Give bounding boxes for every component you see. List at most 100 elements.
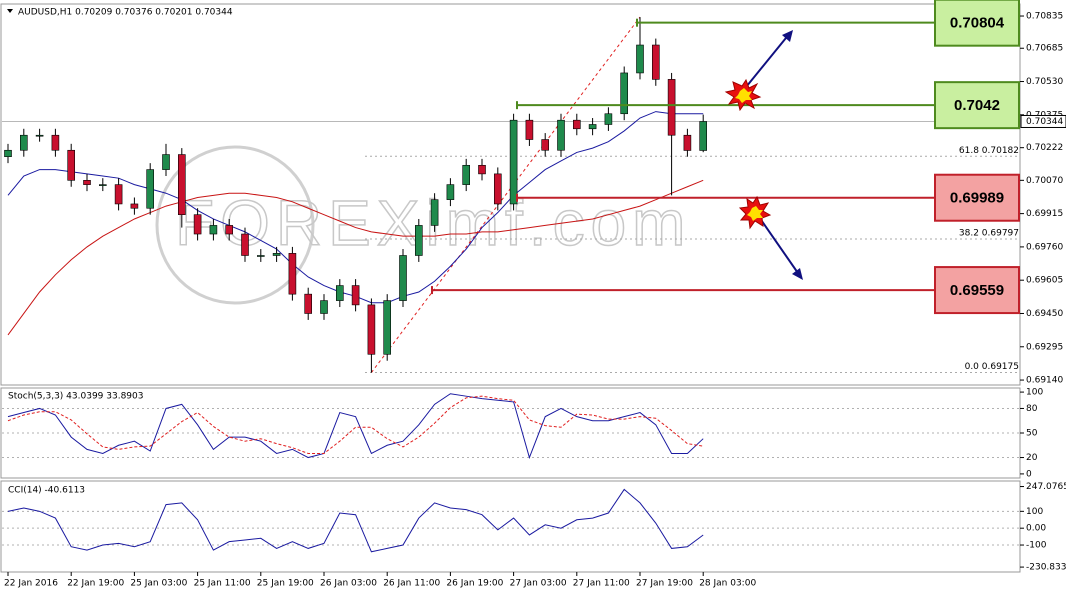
candle-body [367, 304, 376, 355]
candle-body [478, 164, 486, 175]
candle-body [462, 164, 471, 185]
candle-body [241, 233, 249, 256]
level-box [934, 81, 1020, 130]
candle-body [51, 134, 60, 151]
candle-body [699, 121, 708, 151]
candle-body [683, 134, 692, 151]
y-tick-label: 0.70685 [1026, 44, 1063, 54]
level-label: 0.69559 [950, 282, 1004, 299]
line-series [7, 393, 704, 460]
y-tick-label: 50 [1026, 429, 1038, 439]
candle-body [67, 149, 75, 181]
last-price-label: 0.70344 [1026, 117, 1063, 127]
x-tick-label: 25 Jan 19:00 [257, 579, 314, 589]
candle-body [604, 113, 613, 125]
x-tick-label: 28 Jan 03:00 [699, 579, 756, 589]
fib-label: 38.2 0.69797 [959, 228, 1019, 238]
stoch-title: Stoch(5,3,3) 43.0399 33.8903 [8, 392, 143, 402]
candle-body [146, 169, 154, 209]
x-tick-label: 25 Jan 11:00 [194, 579, 251, 589]
y-tick-label: 0.69450 [1026, 309, 1063, 319]
starburst-core [735, 88, 752, 103]
candle-body [667, 79, 676, 136]
candle-body [162, 154, 170, 170]
y-tick-label: 20 [1026, 453, 1038, 463]
candle-body [193, 214, 202, 235]
arrow-head [792, 268, 803, 280]
level-label: 0.7042 [954, 97, 1000, 114]
x-tick-label: 25 Jan 03:00 [130, 579, 187, 589]
y-tick-label: -100 [1026, 541, 1047, 551]
candle-body [114, 184, 123, 205]
level-box [934, 0, 1020, 47]
candle-body [430, 199, 439, 226]
candle-body [272, 253, 281, 256]
level-box [934, 173, 1020, 222]
annotations [724, 30, 803, 280]
cci-panel [0, 480, 1021, 573]
candle-body [225, 225, 233, 235]
candle-body [351, 285, 360, 306]
last-price-tag [1020, 114, 1066, 128]
y-tick-label: 0.70222 [1026, 143, 1063, 153]
x-tick-label: 26 Jan 19:00 [446, 579, 503, 589]
trend-line [371, 16, 641, 373]
y-tick-label: 0.00 [1026, 524, 1046, 534]
candle-body [636, 44, 644, 74]
fib-label: 61.8 0.70182 [959, 146, 1019, 156]
y-tick-label: 0.69295 [1026, 342, 1063, 352]
candle-body [130, 203, 139, 209]
candle-body [509, 119, 518, 205]
candle-body [178, 154, 186, 215]
candle-body [256, 255, 265, 257]
y-tick-label: 0.69140 [1026, 376, 1063, 386]
x-tick-label: 26 Jan 03:00 [320, 579, 377, 589]
y-tick-label: 0.69760 [1026, 242, 1063, 252]
arrow-head [782, 30, 793, 42]
chart-title: AUDUSD,H1 0.70209 0.70376 0.70201 0.7034… [18, 8, 233, 18]
x-tick-label: 26 Jan 11:00 [383, 579, 440, 589]
arrow-down [756, 213, 801, 277]
line-series [7, 488, 704, 553]
y-tick-label: 0 [1026, 469, 1032, 479]
candle-body [588, 124, 597, 130]
y-tick-label: 100 [1026, 507, 1043, 517]
candle-body [19, 134, 28, 151]
x-tick-label: 22 Jan 2016 [4, 579, 58, 589]
candle-body [620, 72, 629, 115]
candle-body [525, 119, 534, 140]
candle-body [83, 180, 91, 185]
candle-body [288, 253, 297, 295]
x-tick-label: 22 Jan 19:00 [67, 579, 124, 589]
candle-body [209, 225, 218, 235]
candle-body [541, 139, 550, 151]
x-tick-label: 27 Jan 11:00 [573, 579, 630, 589]
starburst-core [747, 206, 763, 221]
level-box [934, 266, 1020, 315]
y-tick-label: 100 [1026, 388, 1043, 398]
y-tick-label: 0.69915 [1026, 209, 1063, 219]
candle-body [4, 149, 12, 158]
candle-body [651, 44, 660, 80]
level-label: 0.69989 [950, 190, 1004, 207]
cci-title: CCI(14) -40.6113 [8, 486, 85, 496]
menu-icon [7, 9, 13, 13]
candle-body [99, 184, 107, 186]
candle-body [557, 119, 565, 151]
candle-body [320, 300, 328, 314]
y-tick-label: 80 [1026, 404, 1038, 414]
y-tick-label: 247.0765 [1026, 482, 1066, 492]
line-series [7, 179, 704, 336]
candle-body [383, 300, 392, 355]
candle-body [304, 293, 313, 314]
level-label: 0.70804 [950, 15, 1005, 32]
candle-body [572, 119, 581, 130]
candle-body [414, 225, 423, 256]
y-tick-label: 0.70835 [1026, 12, 1063, 22]
x-tick-label: 27 Jan 03:00 [510, 579, 567, 589]
fib-label: 0.0 0.69175 [965, 362, 1019, 372]
candle-body [446, 184, 455, 200]
candle-body [493, 173, 502, 205]
